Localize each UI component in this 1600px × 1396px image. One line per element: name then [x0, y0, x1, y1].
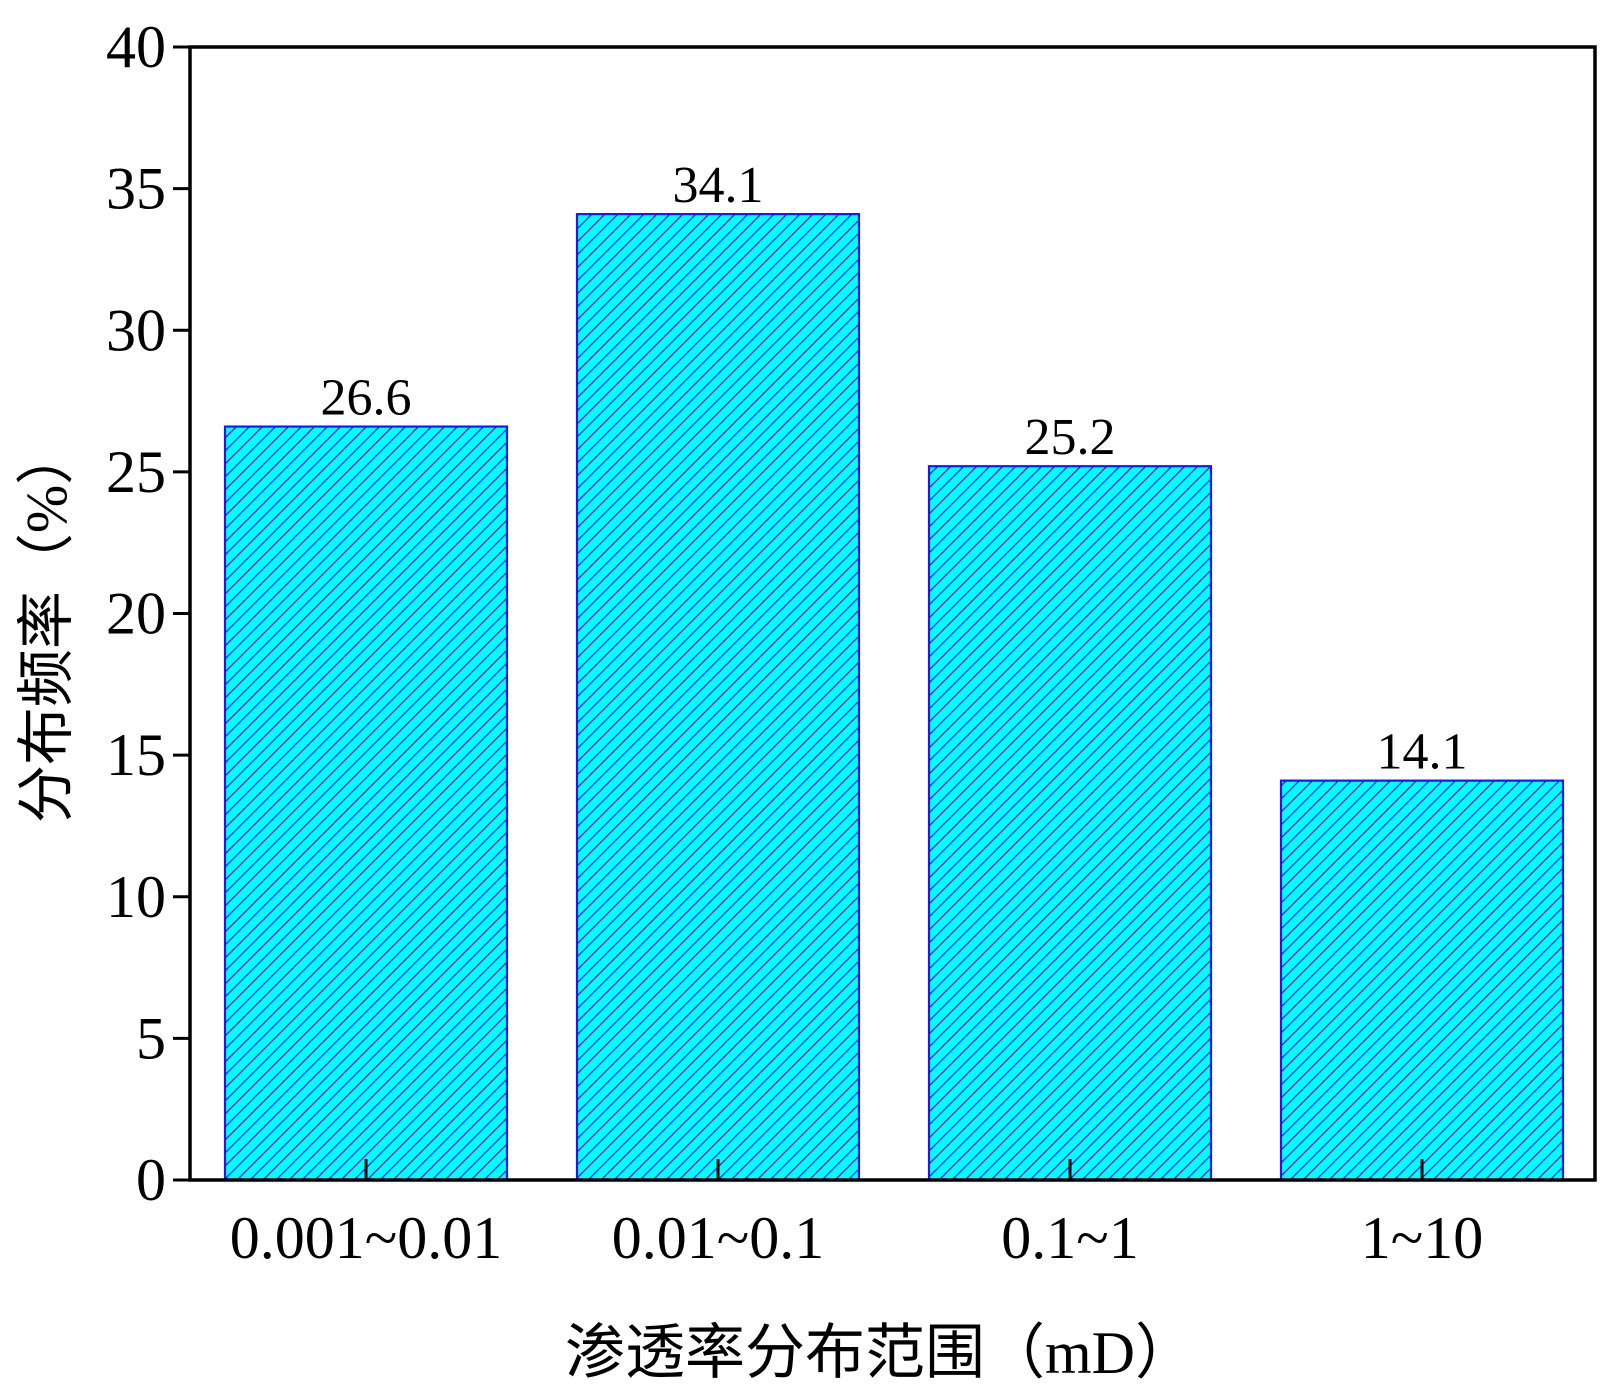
x-tick-label-1~10: 1~10: [1361, 1205, 1483, 1271]
data-labels-layer: 26.6 34.1 25.2 14.1: [321, 157, 1468, 781]
y-tick-label-25: 25: [106, 439, 166, 505]
data-label-0.01~0.1: 34.1: [673, 157, 764, 214]
x-tick-label-0.1~1: 0.1~1: [1001, 1205, 1138, 1271]
y-tick-label-35: 35: [106, 156, 166, 222]
bar-0.01~0.1: [575, 213, 861, 1182]
data-label-1~10: 14.1: [1377, 724, 1468, 781]
y-tick-label-0: 0: [136, 1147, 166, 1213]
data-label-0.1~1: 25.2: [1025, 409, 1116, 466]
y-axis: 0 5 10 15 20 25 30 35 40: [106, 14, 190, 1213]
y-axis-title: 分布频率（%）: [14, 427, 79, 823]
x-tick-label-0.01~0.1: 0.01~0.1: [612, 1205, 824, 1271]
y-tick-label-30: 30: [106, 297, 166, 363]
x-axis: 0.001~0.01 0.01~0.1 0.1~1 1~10: [230, 1159, 1483, 1271]
bar-1~10: [1279, 779, 1565, 1182]
y-tick-label-10: 10: [106, 864, 166, 930]
bars-layer: [223, 213, 1565, 1182]
y-tick-label-5: 5: [136, 1005, 166, 1071]
bar-0.001~0.01: [223, 425, 509, 1182]
data-label-0.001~0.01: 26.6: [321, 370, 412, 427]
x-axis-title: 渗透率分布范围（mD）: [565, 1320, 1195, 1386]
x-tick-label-0.001~0.01: 0.001~0.01: [230, 1205, 502, 1271]
y-tick-label-40: 40: [106, 14, 166, 80]
bar-0.1~1: [927, 465, 1213, 1182]
y-tick-label-20: 20: [106, 581, 166, 647]
y-tick-label-15: 15: [106, 722, 166, 788]
